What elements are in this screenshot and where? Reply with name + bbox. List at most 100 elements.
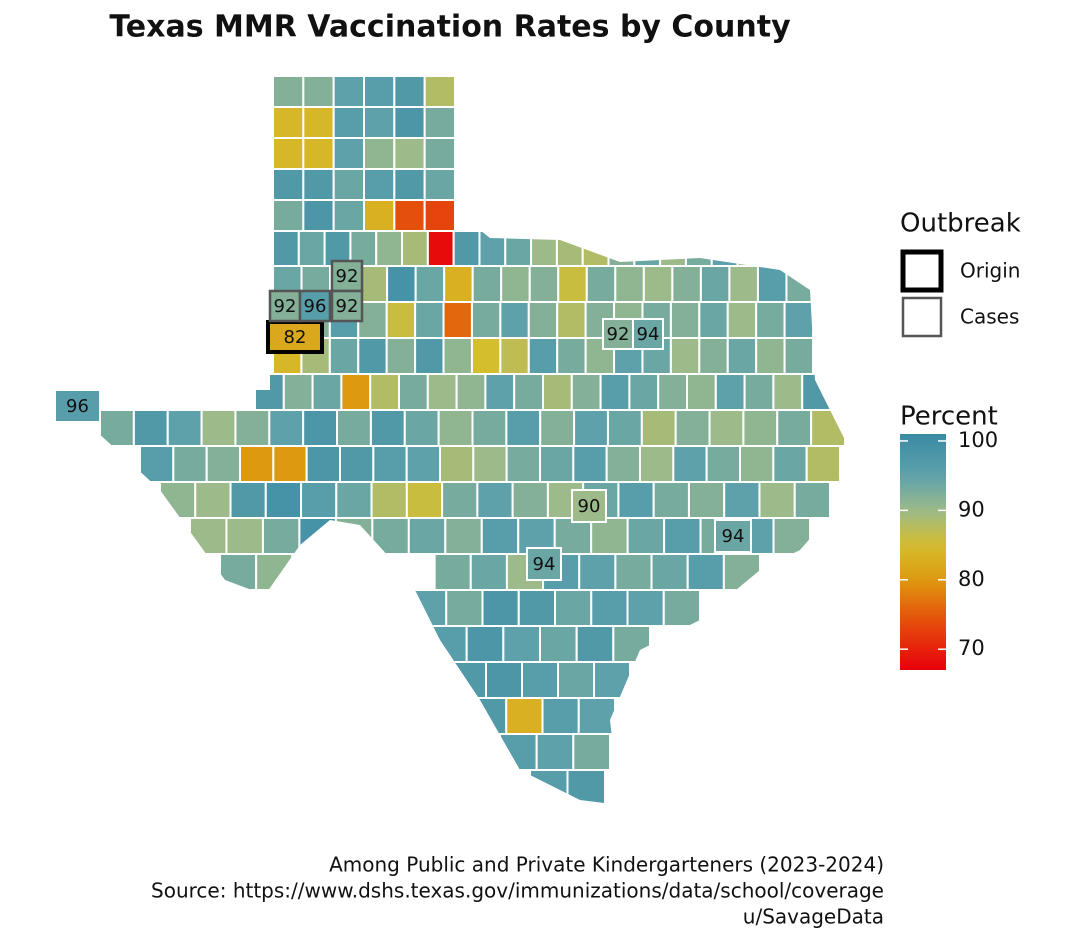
county <box>393 199 426 232</box>
county <box>632 318 664 350</box>
county <box>363 168 396 201</box>
county <box>639 445 675 483</box>
county <box>528 265 560 303</box>
county <box>455 373 487 411</box>
county <box>414 301 445 339</box>
county <box>385 337 417 375</box>
county <box>642 265 674 303</box>
county-label: 94 <box>722 526 745 547</box>
county <box>471 265 503 303</box>
county <box>225 517 264 555</box>
labeled-counties: 82 92 92 96 92 92 94 96 90 94 94 <box>54 259 752 581</box>
county <box>444 517 483 555</box>
county <box>328 337 360 375</box>
county <box>334 517 374 555</box>
county <box>793 481 831 519</box>
county <box>219 553 258 591</box>
county <box>437 409 474 447</box>
county <box>708 409 745 447</box>
county <box>590 517 629 555</box>
county <box>369 373 401 411</box>
county <box>484 373 516 411</box>
county <box>662 589 701 627</box>
county <box>788 230 817 267</box>
county <box>229 481 267 519</box>
county <box>54 389 101 423</box>
county <box>526 547 562 581</box>
county <box>414 337 445 375</box>
county <box>742 409 779 447</box>
county <box>298 289 332 323</box>
county <box>332 106 365 139</box>
county <box>139 445 175 483</box>
county <box>755 301 786 339</box>
county <box>405 445 441 483</box>
county <box>505 409 542 447</box>
county-label: 92 <box>336 266 359 287</box>
county <box>577 697 616 735</box>
colorbar: 100 90 80 70 <box>900 428 998 670</box>
county <box>302 168 335 201</box>
county <box>686 553 725 591</box>
county <box>571 489 607 523</box>
county <box>132 409 169 447</box>
county <box>499 337 530 375</box>
county <box>810 409 845 447</box>
county <box>297 230 326 267</box>
county <box>302 199 335 232</box>
caption: Source: https://www.dshs.texas.gov/immun… <box>151 879 884 903</box>
county <box>335 481 373 519</box>
county <box>772 517 812 555</box>
county <box>298 517 337 555</box>
county <box>505 697 544 735</box>
county <box>189 517 228 555</box>
county <box>272 199 305 232</box>
caption: u/SavageData <box>743 905 884 929</box>
county <box>239 445 275 483</box>
county <box>650 553 689 591</box>
county <box>499 733 538 771</box>
county <box>439 445 475 483</box>
county <box>527 301 559 339</box>
county <box>566 769 606 805</box>
county <box>612 625 651 663</box>
county <box>194 481 232 519</box>
county <box>449 661 487 699</box>
county <box>485 661 523 699</box>
county <box>517 589 556 627</box>
county <box>672 445 708 483</box>
county <box>302 106 335 139</box>
county <box>758 481 796 519</box>
county <box>783 301 814 339</box>
county <box>714 373 746 411</box>
county <box>443 265 474 303</box>
county <box>172 445 208 483</box>
county <box>282 373 314 411</box>
county <box>626 589 665 627</box>
county <box>302 137 335 170</box>
county <box>205 445 242 483</box>
county <box>369 409 406 447</box>
county <box>363 137 396 170</box>
county <box>705 445 742 483</box>
county <box>200 409 237 447</box>
county <box>401 230 429 267</box>
county <box>511 481 549 519</box>
county <box>785 265 817 303</box>
county <box>481 589 520 627</box>
county <box>234 409 271 447</box>
county <box>755 337 786 375</box>
county <box>556 337 587 375</box>
county <box>272 230 300 267</box>
county <box>305 445 341 483</box>
colorbar-gradient <box>900 434 946 670</box>
county <box>513 373 545 411</box>
county <box>698 337 729 375</box>
county <box>423 168 456 201</box>
county <box>357 337 388 375</box>
county <box>272 445 308 483</box>
county <box>633 230 662 267</box>
county <box>340 373 372 411</box>
